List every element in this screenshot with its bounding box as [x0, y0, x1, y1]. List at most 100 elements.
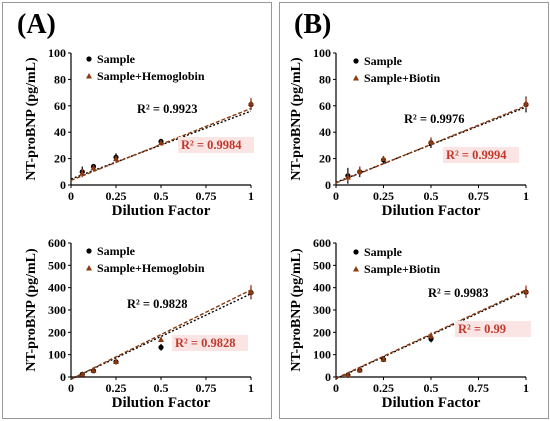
panel-b-label: (B)	[294, 9, 332, 40]
legend-label: Sample+Biotin	[364, 71, 441, 85]
chart-b-bottom: 0 100 200 300 400 500 600 0 0.25 0.5 0.75 1 Dilution…	[289, 236, 531, 411]
legend-marker	[353, 266, 359, 272]
y-tick-label: 40	[54, 125, 66, 139]
legend-label: Sample+Hemoglobin	[97, 69, 205, 83]
y-tick-label: 300	[313, 303, 331, 317]
y-tick-label: 0	[60, 178, 66, 192]
x-tick-label: 0.5	[424, 381, 439, 395]
r2-label: R² = 0.9994	[446, 148, 507, 162]
data-point	[158, 344, 164, 350]
panel-a-label: (A)	[17, 9, 56, 40]
x-axis-label: Dilution Factor	[112, 395, 211, 411]
x-axis-label: Dilution Factor	[112, 203, 211, 219]
r2-label: R² = 0.9976	[404, 112, 465, 126]
legend-label: Sample	[97, 52, 136, 66]
y-tick-label: 600	[48, 236, 66, 250]
y-tick-label: 300	[48, 303, 66, 317]
x-axis-label: Dilution Factor	[382, 395, 481, 411]
y-tick-label: 80	[319, 72, 331, 86]
data-point	[248, 100, 254, 106]
x-tick-label: 0	[68, 189, 74, 203]
data-point	[344, 371, 351, 378]
data-point	[90, 367, 97, 373]
data-point	[158, 336, 164, 342]
data-point	[158, 139, 164, 146]
legend-label: Sample	[364, 245, 403, 259]
y-tick-label: 60	[319, 99, 331, 113]
panel-b: (B) 0 20 40 60 80 100 0 0.25 0.5 0.75 1 Dilution Fa…	[279, 2, 549, 419]
legend-marker	[86, 265, 92, 271]
data-point	[79, 371, 86, 377]
data-point	[90, 164, 97, 171]
x-tick-label: 1	[248, 381, 254, 395]
x-tick-label: 0.75	[468, 189, 489, 203]
x-tick-label: 1	[523, 381, 529, 395]
x-tick-label: 0.25	[106, 189, 127, 203]
legend-marker	[353, 58, 359, 64]
y-tick-label: 400	[313, 281, 331, 295]
data-point	[113, 358, 119, 364]
data-point	[380, 155, 387, 162]
y-tick-label: 200	[48, 325, 66, 339]
x-tick-label: 1	[248, 189, 254, 203]
y-axis-label: NT-proBNP (pg/mL)	[289, 248, 304, 372]
y-tick-label: 100	[313, 348, 331, 362]
legend-label: Sample+Biotin	[364, 262, 441, 276]
legend-marker	[86, 56, 92, 62]
r2-label-highlight	[172, 335, 248, 351]
r2-label: R² = 0.9984	[181, 138, 242, 152]
x-tick-label: 0.75	[196, 381, 217, 395]
x-tick-label: 0.5	[424, 189, 439, 203]
x-tick-label: 0.5	[154, 189, 169, 203]
x-tick-label: 0.25	[373, 189, 394, 203]
x-tick-label: 0	[68, 381, 74, 395]
panel-a: (A) 0 20 40 60 80 100 0 0.25 0.5 0.75 1 Dilution Fa…	[2, 2, 272, 419]
r2-label: R² = 0.9983	[428, 286, 489, 300]
x-tick-label: 0	[333, 381, 339, 395]
data-point	[356, 167, 363, 173]
data-point	[380, 356, 387, 362]
data-point	[428, 138, 434, 144]
chart-b-top: 0 20 40 60 80 100 0 0.25 0.5 0.75 1 Dilution Factor…	[289, 46, 529, 219]
legend-label: Sample	[97, 244, 136, 258]
y-tick-label: 20	[54, 152, 66, 166]
data-point	[248, 288, 254, 295]
x-tick-label: 0.75	[196, 189, 217, 203]
data-point	[523, 288, 529, 294]
y-tick-label: 500	[313, 258, 331, 272]
legend-marker	[353, 75, 359, 81]
r2-label-highlight	[178, 137, 254, 153]
y-tick-label: 60	[54, 99, 66, 113]
y-tick-label: 100	[48, 348, 66, 362]
y-tick-label: 600	[313, 236, 331, 250]
legend-label: Sample+Hemoglobin	[97, 261, 205, 275]
legend-marker	[86, 73, 92, 79]
y-tick-label: 500	[48, 258, 66, 272]
r2-label: R² = 0.99	[458, 322, 506, 336]
r2-label: R² = 0.9828	[127, 297, 188, 311]
y-tick-label: 200	[313, 325, 331, 339]
r2-label-highlight	[455, 321, 531, 337]
x-tick-label: 0.25	[106, 381, 127, 395]
y-tick-label: 0	[325, 370, 331, 384]
y-tick-label: 100	[313, 46, 331, 60]
y-tick-label: 80	[54, 72, 66, 86]
chart-a-top: 0 20 40 60 80 100 0 0.25 0.5 0.75 1 Dilution Factor…	[24, 46, 254, 219]
y-tick-label: 40	[319, 125, 331, 139]
r2-label: R² = 0.9923	[137, 102, 198, 116]
y-axis-label: NT-proBNP (pg/mL)	[24, 248, 39, 372]
y-axis-label: NT-proBNP (pg/mL)	[24, 57, 39, 181]
y-tick-label: 0	[325, 178, 331, 192]
x-axis-label: Dilution Factor	[382, 203, 481, 219]
legend-label: Sample	[364, 54, 403, 68]
x-tick-label: 0.75	[468, 381, 489, 395]
x-tick-label: 0.5	[154, 381, 169, 395]
legend-marker	[353, 249, 359, 255]
legend-marker	[86, 248, 92, 254]
y-tick-label: 0	[60, 370, 66, 384]
data-point	[523, 100, 529, 106]
y-tick-label: 100	[48, 46, 66, 60]
data-point	[356, 366, 363, 373]
trendline	[70, 289, 252, 380]
x-tick-label: 0.25	[373, 381, 394, 395]
